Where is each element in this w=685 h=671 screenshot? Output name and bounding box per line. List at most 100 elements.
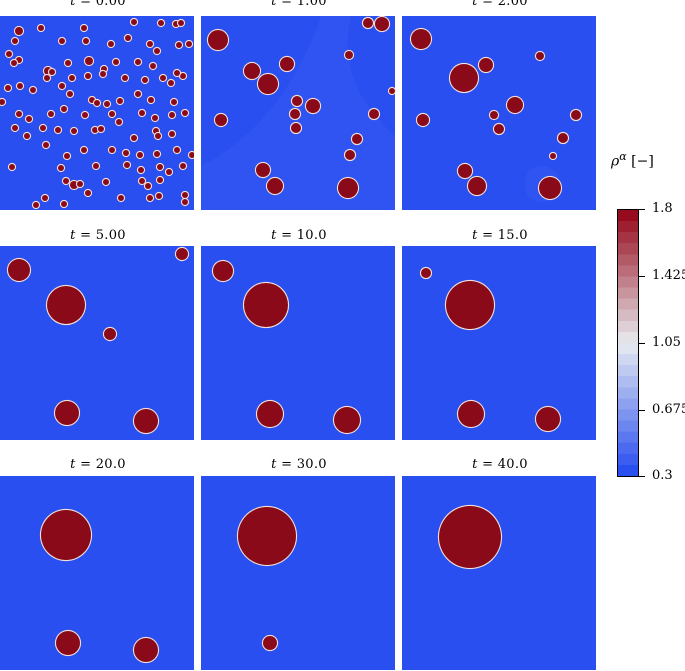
droplet <box>103 179 109 185</box>
droplet <box>213 261 233 281</box>
droplet <box>290 109 300 119</box>
droplet <box>244 283 288 327</box>
droplet <box>439 506 501 568</box>
droplet <box>421 268 431 278</box>
droplet <box>536 407 560 431</box>
density-field-panel-t1 <box>201 16 395 210</box>
droplet <box>158 20 164 26</box>
density-field-svg <box>201 476 395 670</box>
panel-title-3: t = 2.00 <box>472 0 528 9</box>
colorbar-label-105: 1.05 <box>652 335 681 350</box>
droplet <box>458 401 484 427</box>
droplet <box>369 109 379 119</box>
droplet <box>490 111 498 119</box>
droplet <box>93 163 99 169</box>
density-field-panel-t40 <box>402 476 596 670</box>
droplet <box>123 150 129 156</box>
droplet <box>15 27 23 35</box>
droplet <box>536 52 544 60</box>
droplet <box>33 202 39 208</box>
droplet <box>174 147 180 153</box>
droplet <box>117 98 123 104</box>
colorbar-label-min: 0.3 <box>652 468 673 483</box>
droplet <box>38 25 44 31</box>
density-field-panel-t30 <box>201 476 395 670</box>
droplet <box>363 18 373 28</box>
droplet <box>81 147 87 153</box>
droplet <box>166 169 172 175</box>
droplet <box>155 133 161 139</box>
droplet <box>139 178 145 184</box>
droplet <box>292 96 302 106</box>
droplet <box>43 142 49 148</box>
low-density-background <box>402 246 596 440</box>
droplet <box>67 91 73 97</box>
droplet <box>182 199 188 205</box>
droplet <box>81 25 87 31</box>
colorbar-tick-1 <box>639 209 645 210</box>
droplet <box>5 85 11 91</box>
droplet <box>55 401 79 425</box>
droplet <box>154 48 160 54</box>
low-density-background <box>0 246 194 440</box>
droplet <box>258 74 278 94</box>
droplet <box>63 178 69 184</box>
droplet <box>571 110 581 120</box>
low-density-background <box>201 246 395 440</box>
droplet <box>208 30 228 50</box>
droplet <box>59 38 65 44</box>
droplet <box>56 631 80 655</box>
droplet <box>345 150 355 160</box>
density-field-svg <box>402 16 596 210</box>
droplet <box>238 507 296 565</box>
droplet <box>61 201 67 207</box>
panel-title-8: t = 30.0 <box>271 457 327 472</box>
droplet <box>291 123 301 133</box>
droplet <box>186 41 192 47</box>
droplet <box>125 35 131 41</box>
colorbar-label-1425: 1.425 <box>652 268 685 283</box>
density-field-panel-t15 <box>402 246 596 440</box>
droplet <box>134 638 158 662</box>
droplet <box>150 63 156 69</box>
colorbar-tick-5 <box>639 476 645 477</box>
droplet <box>108 41 114 47</box>
droplet <box>26 116 32 122</box>
droplet <box>169 131 175 137</box>
colorbar-label-max: 1.8 <box>652 201 673 216</box>
panel-title-5: t = 10.0 <box>271 228 327 243</box>
droplet <box>55 127 61 133</box>
density-field-panel-t20 <box>0 476 194 670</box>
colorbar-tick-2 <box>639 276 645 277</box>
droplet <box>550 153 556 159</box>
droplet <box>30 87 36 93</box>
low-density-background <box>402 16 596 210</box>
droplet <box>124 162 130 168</box>
droplet <box>267 178 283 194</box>
droplet <box>182 110 188 116</box>
droplet <box>507 97 523 113</box>
droplet <box>171 99 177 105</box>
droplet <box>160 75 166 81</box>
density-field-panel-t10 <box>201 246 395 440</box>
droplet <box>49 69 55 75</box>
droplet <box>131 135 137 141</box>
droplet <box>137 152 143 158</box>
droplet <box>338 178 358 198</box>
droplet <box>59 83 65 89</box>
droplet <box>139 110 145 116</box>
droplet <box>116 119 122 125</box>
droplet <box>138 167 144 173</box>
droplet <box>77 181 83 187</box>
droplet <box>135 59 141 65</box>
droplet <box>48 111 54 117</box>
droplet <box>11 60 17 66</box>
droplet <box>468 177 486 195</box>
density-field-svg <box>402 476 596 670</box>
colorbar-label-0675: 0.675 <box>652 402 685 417</box>
low-density-background <box>0 476 194 670</box>
droplet <box>85 190 91 196</box>
droplet <box>257 401 283 427</box>
droplet <box>85 57 93 65</box>
droplet <box>539 177 561 199</box>
